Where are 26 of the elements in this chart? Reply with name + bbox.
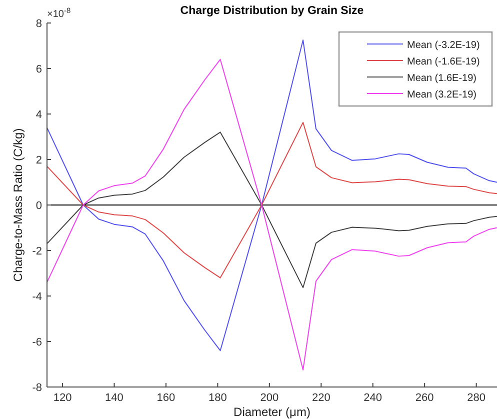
x-axis-title: Diameter (μm)	[234, 405, 310, 419]
y-tick-label: 2	[36, 154, 42, 166]
x-tick-label: 220	[312, 392, 330, 404]
y-tick-label: -6	[32, 336, 42, 348]
x-tick-label: 260	[415, 392, 434, 404]
y-tick-label: 0	[36, 200, 42, 212]
y-tick-label: 6	[36, 64, 42, 76]
x-tick-label: 120	[53, 392, 72, 404]
x-tick-label: 280	[467, 392, 486, 404]
y-tick-label: -2	[32, 246, 42, 258]
x-tick-label: 240	[364, 392, 382, 404]
y-tick-label: -8	[32, 382, 42, 394]
x-tick-label: 200	[260, 392, 279, 404]
y-tick-label: 8	[36, 18, 42, 30]
y-tick-label: -4	[32, 291, 42, 303]
x-tick-label: 140	[105, 392, 124, 404]
legend-label: Mean (-1.6E-19)	[407, 56, 480, 68]
legend-label: Mean (1.6E-19)	[407, 73, 476, 84]
y-axis-title: Charge-to-Mass Ratio (C/kg)	[11, 128, 25, 282]
legend-label: Mean (3.2E-19)	[407, 90, 476, 100]
x-tick-label: 160	[156, 392, 176, 404]
text: ×10$^{-8}$	[47, 6, 71, 20]
y-tick-label: 4	[36, 109, 42, 121]
legend-label: Mean (-3.2E-19)	[407, 40, 480, 51]
x-tick-label: 180	[208, 392, 227, 404]
chart-title: Charge Distribution by Grain Size	[180, 5, 364, 17]
